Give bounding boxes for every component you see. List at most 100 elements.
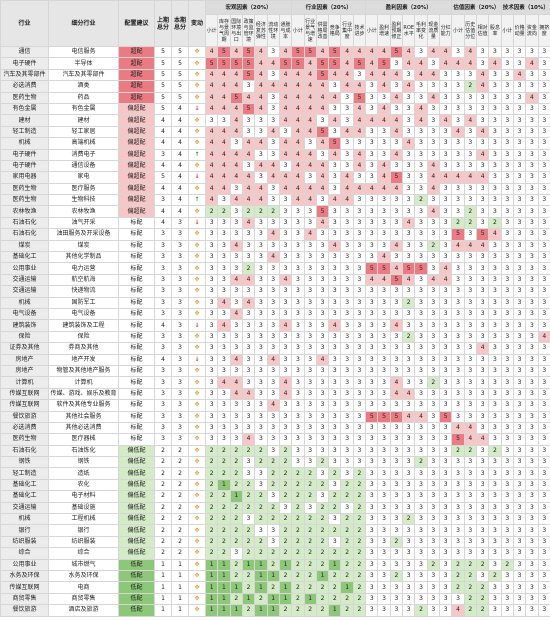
score-cell: 3	[500, 148, 514, 161]
score-cell: 2	[315, 512, 330, 526]
score-cell: 3	[402, 490, 416, 503]
score-cell: 3	[291, 444, 305, 458]
change-cell: ✥	[188, 273, 206, 287]
previous-score-cell: 2	[154, 490, 172, 503]
score-cell: 2	[241, 547, 256, 560]
score-cell: 3	[488, 148, 502, 161]
score-cell: 3	[266, 91, 280, 104]
change-cell: ✥	[188, 376, 206, 389]
score-cell: 3	[525, 558, 539, 571]
sub-header: 库存与景气周期	[217, 14, 231, 47]
table-row: 传媒互联网 软件及其他专业服务 标配 3 3 ✥ 3 3 3 3 3 4 3 3 3 3 3 3 3 3 3 3 3 3 3 3 3…	[0, 399, 550, 412]
sub-industry-cell: 电气设备	[48, 307, 119, 321]
score-cell: 3	[426, 285, 440, 298]
score-cell: 3	[254, 353, 268, 366]
score-cell: 4	[229, 239, 243, 253]
industry-cell: 传媒互联网	[0, 387, 49, 401]
industry-cell: 机械	[0, 296, 49, 310]
score-cell: 3	[303, 456, 317, 469]
sub-industry-cell: 综合	[48, 547, 119, 560]
score-cell: 3	[537, 159, 550, 173]
score-cell: 3	[254, 524, 268, 537]
score-cell: 4	[315, 45, 330, 59]
score-cell: 3	[328, 285, 342, 298]
score-cell: 4	[241, 148, 256, 161]
score-cell: 3	[217, 228, 231, 241]
score-cell: 3	[402, 125, 416, 139]
recommendation-cell: 偏超配	[118, 205, 155, 218]
score-cell: 3	[500, 159, 514, 173]
score-cell: 3	[451, 68, 465, 82]
score-cell: 3	[291, 307, 305, 321]
previous-score-cell: 3	[154, 421, 172, 435]
score-cell: 3	[525, 342, 539, 355]
score-cell: 3	[241, 319, 256, 332]
score-cell: 5	[291, 57, 305, 70]
score-cell: 4	[229, 148, 243, 161]
score-cell: 3	[525, 182, 539, 196]
score-cell: 2	[303, 547, 317, 560]
current-score-cell: 3	[171, 353, 189, 366]
score-cell: 3	[500, 45, 514, 59]
score-cell: 3	[475, 456, 490, 469]
score-cell: 4	[426, 45, 440, 59]
score-cell: 3	[438, 444, 453, 458]
score-cell: 4	[340, 125, 354, 139]
score-cell: 3	[414, 501, 428, 515]
score-cell: 4	[475, 125, 490, 139]
score-cell: 3	[278, 251, 293, 264]
sub-industry-cell: 造纸	[48, 467, 119, 480]
score-cell: 3	[537, 387, 550, 401]
previous-score-cell: 3	[154, 239, 172, 253]
score-cell: 1	[266, 604, 280, 617]
score-cell: 4	[303, 68, 317, 82]
score-cell: 3	[377, 307, 391, 321]
score-cell: 2	[241, 478, 256, 492]
score-cell: 3	[414, 444, 428, 458]
score-cell: 3	[426, 421, 440, 435]
score-cell: 3	[500, 285, 514, 298]
score-cell: 3	[537, 205, 550, 218]
group-header: 估值因素（20%）	[451, 0, 502, 15]
current-score-cell: 3	[171, 376, 189, 389]
score-cell: 3	[365, 137, 379, 150]
score-cell: 1	[303, 592, 317, 606]
score-cell: 5	[315, 57, 330, 70]
recommendation-cell: 标配	[118, 239, 155, 253]
score-cell: 3	[426, 342, 440, 355]
score-cell: 3	[525, 467, 539, 480]
score-cell: 4	[217, 148, 231, 161]
score-cell: 3	[328, 251, 342, 264]
score-cell: 2	[266, 456, 280, 469]
score-cell: 3	[377, 342, 391, 355]
score-cell: 3	[438, 251, 453, 264]
table-row: 传媒互联网 传媒、游戏、娱乐及教育 标配 3 3 ✥ 3 3 4 4 3 3 4 3 3 3 3 3 3 3 3 4 4 3 3…	[0, 387, 550, 401]
score-cell: 3	[463, 524, 477, 537]
score-cell: 3	[389, 490, 404, 503]
score-cell: 3	[303, 387, 317, 401]
score-cell: 3	[488, 251, 502, 264]
score-cell: 3	[328, 399, 342, 412]
score-cell: 3	[512, 467, 527, 480]
score-cell: 3	[537, 376, 550, 389]
current-score-cell: 5	[171, 68, 189, 82]
score-cell: 3	[278, 353, 293, 366]
score-cell: 3	[254, 478, 268, 492]
score-cell: 3	[340, 387, 354, 401]
current-score-cell: 3	[171, 273, 189, 287]
score-cell: 4	[377, 45, 391, 59]
previous-score-cell: 1	[154, 558, 172, 571]
score-cell: 3	[266, 524, 280, 537]
previous-score-cell: 3	[154, 285, 172, 298]
score-cell: 3	[241, 399, 256, 412]
change-cell: ✥	[188, 558, 206, 571]
table-row: 石油石化 石油炼化 偏低配 2 2 ✥ 2 2 2 2 2 3 2 3 3 3 3 3 3 3 3 3 3 3 3 3 2 2 3 2 3 3…	[0, 444, 550, 458]
score-cell: 3	[352, 421, 367, 435]
previous-score-cell: 3	[154, 433, 172, 446]
score-cell: 3	[291, 319, 305, 332]
recommendation-cell: 标配	[118, 433, 155, 446]
group-header: 行业因素（20%）	[291, 0, 367, 15]
score-cell: 4	[365, 273, 379, 287]
score-cell: 3	[414, 467, 428, 480]
score-cell: 2	[254, 490, 268, 503]
